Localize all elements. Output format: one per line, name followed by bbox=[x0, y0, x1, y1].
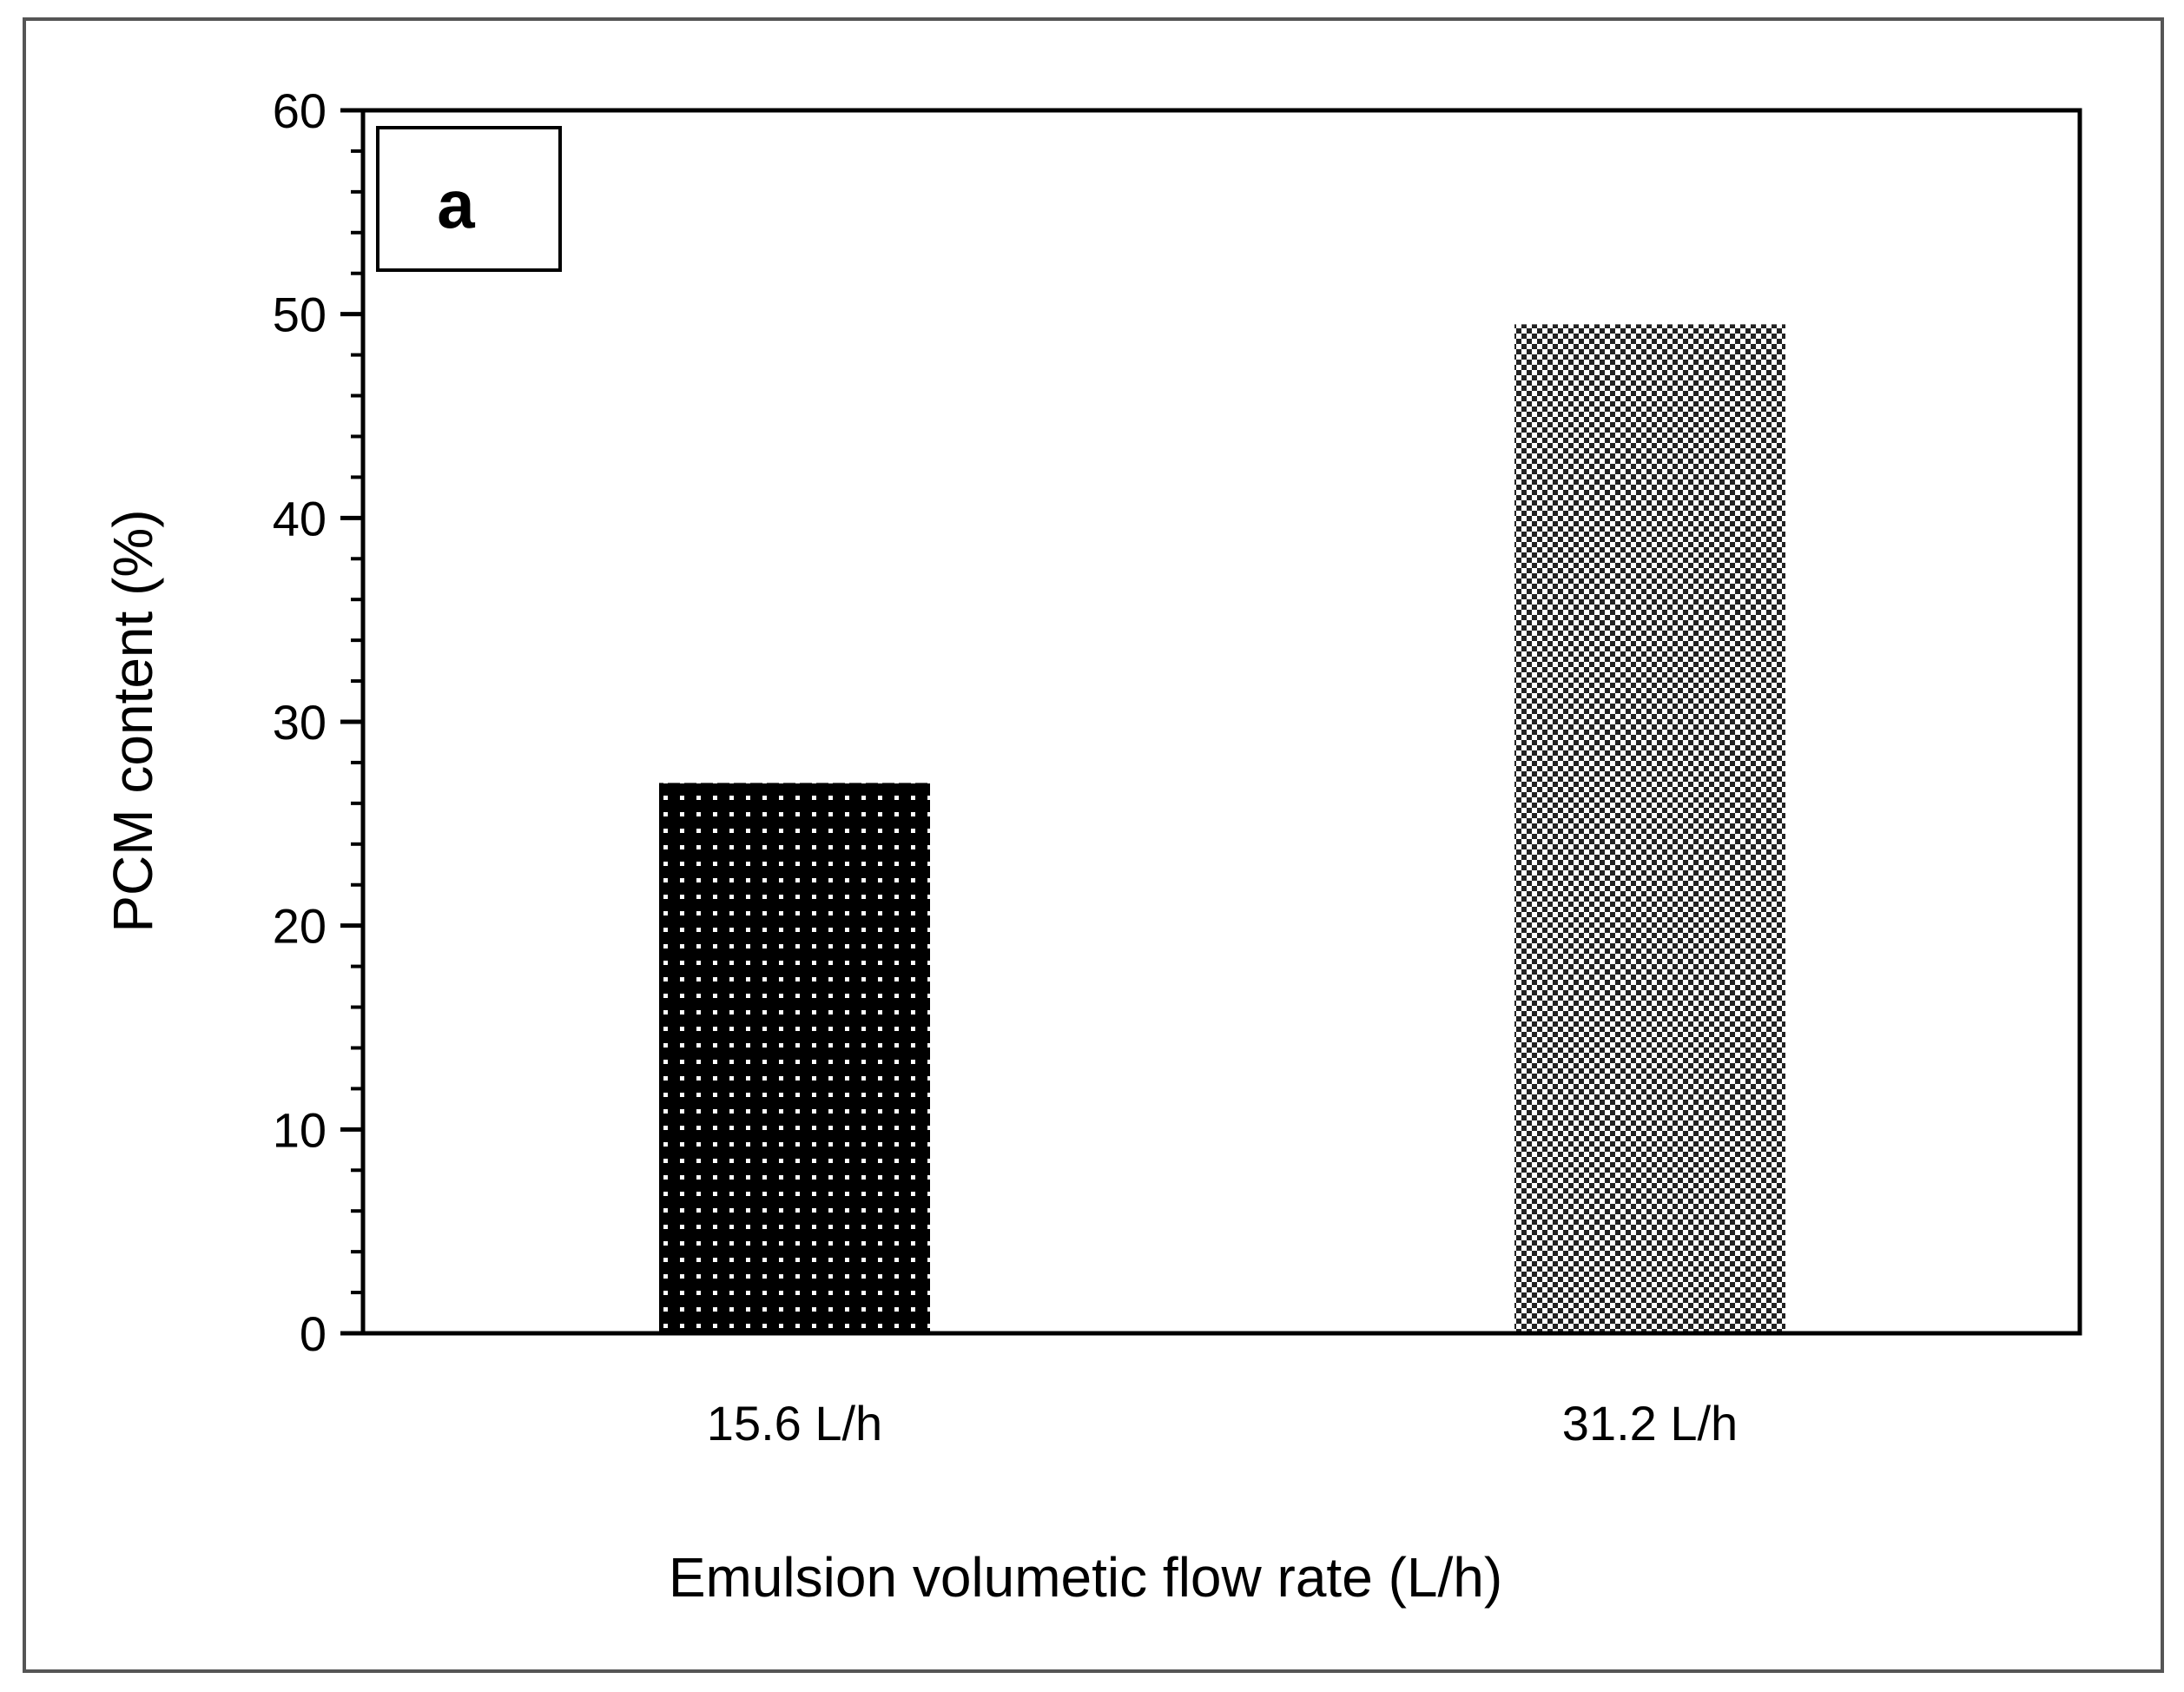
y-tick-label: 60 bbox=[273, 83, 327, 138]
y-tick-label: 10 bbox=[273, 1102, 327, 1157]
y-tick-label: 30 bbox=[273, 695, 327, 750]
panel-label-box bbox=[376, 126, 562, 272]
y-tick-label: 0 bbox=[300, 1306, 327, 1361]
x-axis-title: Emulsion volumetic flow rate (L/h) bbox=[669, 1546, 1502, 1609]
panel-label: a bbox=[437, 166, 475, 242]
y-axis-title: PCM content (%) bbox=[102, 509, 164, 932]
y-axis-ticks bbox=[340, 108, 363, 1336]
bar-31-2 bbox=[1514, 324, 1785, 1333]
figure-border bbox=[23, 17, 2164, 1673]
plot-area-border bbox=[360, 108, 2082, 1336]
y-tick-label: 20 bbox=[273, 899, 327, 954]
x-tick-label-31-2: 31.2 L/h bbox=[1562, 1396, 1738, 1451]
y-tick-label: 50 bbox=[273, 288, 327, 342]
y-tick-label: 40 bbox=[273, 491, 327, 545]
x-tick-label-15-6: 15.6 L/h bbox=[707, 1396, 882, 1451]
bar-15-6 bbox=[659, 783, 930, 1333]
y-tick-labels: 0 10 20 30 40 50 60 bbox=[273, 83, 327, 1361]
